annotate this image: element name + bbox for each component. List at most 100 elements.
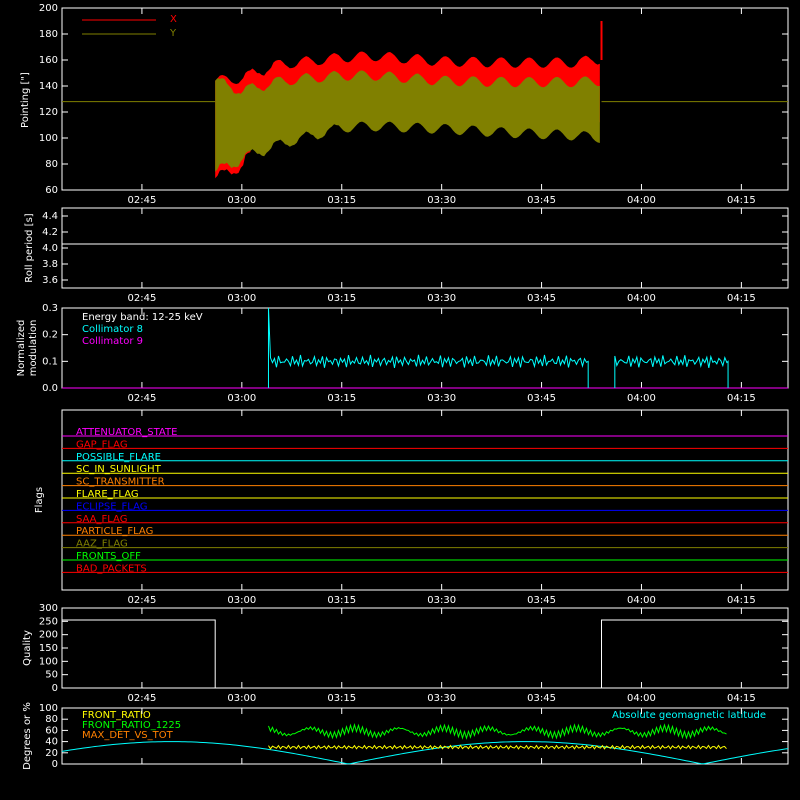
xtick-label: 04:15 — [727, 195, 756, 206]
xtick-label: 02:45 — [128, 195, 157, 206]
ytick-label: 0 — [52, 759, 58, 770]
xtick-label: 03:30 — [427, 693, 456, 704]
xtick-label: 04:15 — [727, 393, 756, 404]
quality-ylabel: Quality — [22, 630, 33, 666]
modulation-annotation: Energy band: 12-25 keV — [82, 312, 203, 323]
xtick-label: 04:00 — [627, 195, 656, 206]
pointing-y-band — [215, 70, 600, 172]
modulation-ylabel: Normalizedmodulation — [16, 320, 39, 377]
xtick-label: 04:00 — [627, 393, 656, 404]
pointing-panel-frame — [61, 7, 789, 191]
ytick-label: 80 — [45, 714, 58, 725]
xtick-label: 03:45 — [527, 393, 556, 404]
xtick-label: 03:30 — [427, 293, 456, 304]
ytick-label: 120 — [39, 107, 58, 118]
legend-label-x: X — [170, 14, 177, 25]
xtick-label: 03:00 — [227, 595, 256, 606]
legend-label-max-det: MAX_DET_VS_TOT — [82, 730, 174, 741]
pointing-legend: X Y — [82, 14, 177, 39]
ytick-label: 0 — [52, 683, 58, 694]
xtick-label: 02:45 — [128, 595, 157, 606]
geomag-panel-frame — [61, 707, 789, 765]
ytick-label: 300 — [39, 603, 58, 614]
xtick-label: 03:45 — [527, 693, 556, 704]
geomag-annotation: Absolute geomagnetic latitude — [612, 710, 766, 721]
legend-label-front-ratio-1225: FRONT_RATIO_1225 — [82, 720, 181, 731]
ytick-label: 250 — [39, 616, 58, 627]
flag-label: AAZ_FLAG — [76, 539, 128, 550]
flag-label: SC_IN_SUNLIGHT — [76, 464, 162, 475]
ytick-label: 100 — [39, 703, 58, 714]
ytick-label: 100 — [39, 133, 58, 144]
flag-label: SAA_FLAG — [76, 514, 127, 525]
xtick-label: 03:00 — [227, 195, 256, 206]
xtick-label: 03:15 — [327, 393, 356, 404]
front-ratio-line — [268, 744, 727, 750]
flag-label: GAP_FLAG — [76, 439, 128, 450]
xtick-label: 02:45 — [128, 393, 157, 404]
front-ratio-1225-line — [268, 723, 727, 740]
ytick-label: 0.2 — [42, 330, 58, 341]
ytick-label: 160 — [39, 55, 58, 66]
ytick-label: 4.4 — [42, 211, 58, 222]
xtick-label: 04:00 — [627, 693, 656, 704]
flag-label: ECLIPSE_FLAG — [76, 501, 147, 512]
ytick-label: 200 — [39, 630, 58, 641]
ytick-label: 180 — [39, 29, 58, 40]
flag-label: POSSIBLE_FLARE — [76, 452, 161, 463]
xtick-label: 03:15 — [327, 693, 356, 704]
xtick-label: 04:15 — [727, 693, 756, 704]
collimator-8-line — [614, 354, 729, 388]
ytick-label: 50 — [45, 670, 58, 681]
flag-label: BAD_PACKETS — [76, 563, 147, 574]
ytick-label: 0.0 — [42, 383, 58, 394]
ytick-label: 40 — [45, 737, 58, 748]
ytick-label: 3.6 — [42, 275, 58, 286]
xtick-label: 03:15 — [327, 595, 356, 606]
ytick-label: 0.1 — [42, 356, 58, 367]
xtick-label: 03:45 — [527, 595, 556, 606]
xtick-label: 03:15 — [327, 195, 356, 206]
legend-label-collimator-9: Collimator 9 — [82, 336, 143, 347]
ytick-label: 60 — [45, 185, 58, 196]
legend-label-y: Y — [169, 28, 177, 39]
chart-marks: 60801001201401601802003.63.84.04.24.40.0… — [39, 3, 789, 770]
legend-label-collimator-8: Collimator 8 — [82, 324, 143, 335]
geomag-latitude-line — [61, 741, 789, 765]
flags-ylabel: Flags — [34, 487, 45, 513]
xtick-label: 03:15 — [327, 293, 356, 304]
xtick-label: 03:30 — [427, 195, 456, 206]
xtick-label: 03:00 — [227, 293, 256, 304]
ytick-label: 4.0 — [42, 243, 58, 254]
xtick-label: 04:15 — [727, 293, 756, 304]
ytick-label: 80 — [45, 159, 58, 170]
xtick-label: 04:15 — [727, 595, 756, 606]
xtick-label: 03:45 — [527, 293, 556, 304]
ytick-label: 4.2 — [42, 227, 58, 238]
ytick-label: 100 — [39, 656, 58, 667]
ytick-label: 150 — [39, 643, 58, 654]
xtick-label: 03:30 — [427, 393, 456, 404]
xtick-label: 03:45 — [527, 195, 556, 206]
xtick-label: 04:00 — [627, 595, 656, 606]
xtick-label: 03:00 — [227, 693, 256, 704]
ytick-label: 140 — [39, 81, 58, 92]
roll-panel-frame — [61, 207, 789, 289]
flag-label: ATTENUATOR_STATE — [76, 427, 177, 438]
flag-label: FLARE_FLAG — [76, 489, 139, 500]
legend-label-front-ratio: FRONT_RATIO — [82, 710, 151, 721]
pointing-ylabel: Pointing ["] — [20, 72, 31, 128]
roll-ylabel: Roll period [s] — [24, 213, 35, 282]
flag-label: SC_TRANSMITTER — [76, 477, 165, 488]
ytick-label: 60 — [45, 725, 58, 736]
collimator-8-line — [267, 307, 589, 388]
ytick-label: 20 — [45, 748, 58, 759]
ytick-label: 200 — [39, 3, 58, 14]
flag-label: PARTICLE_FLAG — [76, 526, 153, 537]
xtick-label: 02:45 — [128, 293, 157, 304]
flags-panel-frame — [61, 409, 789, 591]
xtick-label: 03:00 — [227, 393, 256, 404]
xtick-label: 02:45 — [128, 693, 157, 704]
xtick-label: 04:00 — [627, 293, 656, 304]
